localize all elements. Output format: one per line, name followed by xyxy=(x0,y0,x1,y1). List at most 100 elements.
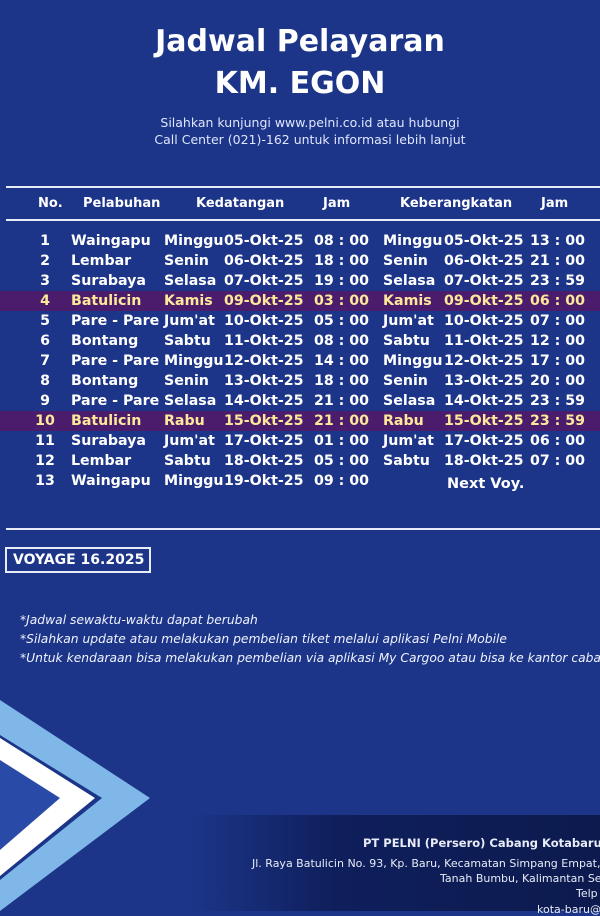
row-departure-day: Rabu xyxy=(383,413,424,429)
row-arrival-time: 21 : 00 xyxy=(314,393,370,409)
note-1: *Jadwal sewaktu-waktu dapat berubah xyxy=(20,613,258,627)
row-departure-day: Jum'at xyxy=(383,433,434,449)
row-arrival-date: 17-Okt-25 xyxy=(224,433,304,449)
row-departure-day: Sabtu xyxy=(383,333,430,349)
row-no: 8 xyxy=(40,373,50,389)
row-arrival-day: Minggu xyxy=(164,353,224,369)
row-port: Pare - Pare xyxy=(71,393,160,409)
row-arrival-time: 09 : 00 xyxy=(314,473,370,489)
row-arrival-date: 11-Okt-25 xyxy=(224,333,304,349)
row-departure-time: 07 : 00 xyxy=(530,453,586,469)
row-port: Bontang xyxy=(71,333,139,349)
row-arrival-day: Selasa xyxy=(164,273,217,289)
row-arrival-day: Senin xyxy=(164,373,209,389)
table-row: 6 Bontang Sabtu 11-Okt-25 08 : 00 Sabtu 11-Okt… xyxy=(0,331,600,351)
row-departure-time: 06 : 00 xyxy=(530,293,586,309)
row-departure-date: 11-Okt-25 xyxy=(444,333,524,349)
col-header-no: No. xyxy=(38,196,63,211)
footer-phone: Telp xyxy=(576,887,598,900)
note-2: *Silahkan update atau melakukan pembelia… xyxy=(20,632,507,646)
row-no: 13 xyxy=(35,473,55,489)
table-bottom-rule xyxy=(6,528,600,530)
row-departure-time: 23 : 59 xyxy=(530,393,586,409)
row-no: 7 xyxy=(40,353,50,369)
row-arrival-date: 09-Okt-25 xyxy=(224,293,304,309)
row-departure-day: Selasa xyxy=(383,273,436,289)
footer-email: kota-baru@ xyxy=(537,903,600,916)
row-port: Lembar xyxy=(71,453,132,469)
info-line-1: Silahkan kunjungi www.pelni.co.id atau h… xyxy=(160,115,460,130)
footer-company: PT PELNI (Persero) Cabang Kotabaru / xyxy=(363,836,600,850)
row-departure-date: 17-Okt-25 xyxy=(444,433,524,449)
row-arrival-time: 03 : 00 xyxy=(314,293,370,309)
table-row: 12 Lembar Sabtu 18-Okt-25 05 : 00 Sabtu 18-Okt… xyxy=(0,451,600,471)
row-port: Pare - Pare xyxy=(71,353,160,369)
row-departure-time: 12 : 00 xyxy=(530,333,586,349)
row-departure-time: 23 : 59 xyxy=(530,413,586,429)
row-no: 2 xyxy=(40,253,50,269)
row-departure-time: 20 : 00 xyxy=(530,373,586,389)
row-arrival-time: 05 : 00 xyxy=(314,453,370,469)
row-arrival-time: 18 : 00 xyxy=(314,253,370,269)
row-port: Batulicin xyxy=(71,413,142,429)
col-header-arrival: Kedatangan xyxy=(196,196,285,211)
table-row: 10 Batulicin Rabu 15-Okt-25 21 : 00 Rabu 15-Ok… xyxy=(0,411,600,431)
row-departure-day: Minggu xyxy=(383,233,443,249)
row-departure-date: 14-Okt-25 xyxy=(444,393,524,409)
row-arrival-date: 14-Okt-25 xyxy=(224,393,304,409)
row-arrival-day: Sabtu xyxy=(164,333,211,349)
row-arrival-time: 05 : 00 xyxy=(314,313,370,329)
table-row: 4 Batulicin Kamis 09-Okt-25 03 : 00 Kamis 09-O… xyxy=(0,291,600,311)
col-header-port: Pelabuhan xyxy=(83,196,161,211)
row-departure-date: 06-Okt-25 xyxy=(444,253,524,269)
row-port: Batulicin xyxy=(71,293,142,309)
row-departure-date: 18-Okt-25 xyxy=(444,453,524,469)
row-no: 4 xyxy=(40,293,50,309)
footer-band xyxy=(190,815,600,911)
row-port: Lembar xyxy=(71,253,132,269)
row-arrival-date: 15-Okt-25 xyxy=(224,413,304,429)
row-departure-date: 09-Okt-25 xyxy=(444,293,524,309)
row-no: 9 xyxy=(40,393,50,409)
schedule-rows: 1 Waingapu Minggu 05-Okt-25 08 : 00 Minggu 05-… xyxy=(0,231,600,491)
row-arrival-time: 14 : 00 xyxy=(314,353,370,369)
row-departure-day: Senin xyxy=(383,373,428,389)
row-arrival-day: Jum'at xyxy=(164,313,215,329)
row-arrival-time: 08 : 00 xyxy=(314,333,370,349)
row-port: Surabaya xyxy=(71,273,147,289)
row-arrival-day: Sabtu xyxy=(164,453,211,469)
row-arrival-date: 07-Okt-25 xyxy=(224,273,304,289)
table-row: 3 Surabaya Selasa 07-Okt-25 19 : 00 Selasa 07-… xyxy=(0,271,600,291)
row-departure-day: Senin xyxy=(383,253,428,269)
row-departure-time: 23 : 59 xyxy=(530,273,586,289)
row-arrival-day: Kamis xyxy=(164,293,213,309)
row-arrival-date: 05-Okt-25 xyxy=(224,233,304,249)
row-departure-day: Minggu xyxy=(383,353,443,369)
row-departure-time: 07 : 00 xyxy=(530,313,586,329)
row-port: Bontang xyxy=(71,373,139,389)
col-header-departure: Keberangkatan xyxy=(400,196,513,211)
row-arrival-date: 19-Okt-25 xyxy=(224,473,304,489)
row-departure-date: 15-Okt-25 xyxy=(444,413,524,429)
row-arrival-time: 19 : 00 xyxy=(314,273,370,289)
voyage-badge: VOYAGE 16.2025 xyxy=(5,547,151,573)
row-departure-day: Sabtu xyxy=(383,453,430,469)
table-row: 11 Surabaya Jum'at 17-Okt-25 01 : 00 Jum'at 17… xyxy=(0,431,600,451)
col-header-arrival-time: Jam xyxy=(323,196,351,211)
row-arrival-day: Jum'at xyxy=(164,433,215,449)
footer-address-1: Jl. Raya Batulicin No. 93, Kp. Baru, Kec… xyxy=(252,857,600,870)
row-arrival-day: Minggu xyxy=(164,473,224,489)
row-arrival-date: 13-Okt-25 xyxy=(224,373,304,389)
row-arrival-date: 10-Okt-25 xyxy=(224,313,304,329)
col-header-departure-time: Jam xyxy=(541,196,569,211)
row-departure-time: 21 : 00 xyxy=(530,253,586,269)
row-departure-time: 13 : 00 xyxy=(530,233,586,249)
row-port: Waingapu xyxy=(71,473,151,489)
row-no: 12 xyxy=(35,453,55,469)
row-departure-date: 05-Okt-25 xyxy=(444,233,524,249)
row-arrival-time: 01 : 00 xyxy=(314,433,370,449)
table-row: 9 Pare - Pare Selasa 14-Okt-25 21 : 00 Selasa… xyxy=(0,391,600,411)
note-3: *Untuk kendaraan bisa melakukan pembelia… xyxy=(20,651,600,665)
table-row: 13 Waingapu Minggu 19-Okt-25 09 : 00 xyxy=(0,471,600,491)
row-departure-day: Kamis xyxy=(383,293,432,309)
